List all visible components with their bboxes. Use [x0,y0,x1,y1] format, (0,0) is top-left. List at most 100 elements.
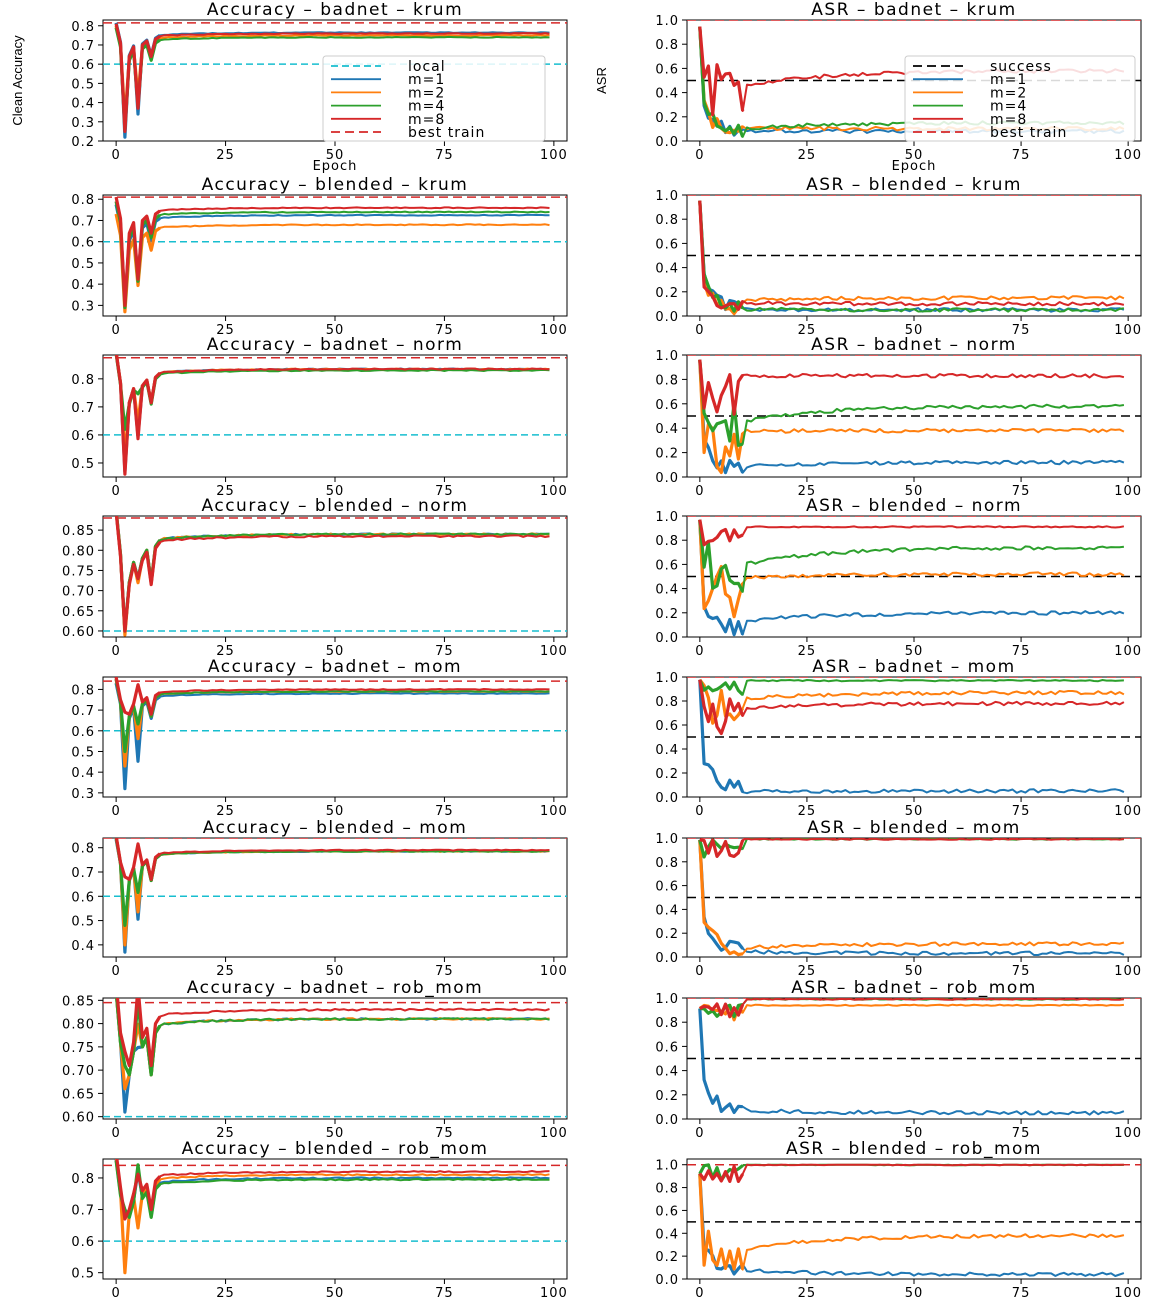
x-tick-label: 25 [216,148,235,163]
series-early-m8 [699,1002,745,1019]
x-tick-label: 75 [1012,148,1031,163]
x-tick-label: 0 [111,1286,120,1300]
y-tick-label: 0.85 [62,994,95,1009]
y-tick-label: 0.8 [655,373,679,388]
series-early-m8 [699,838,745,858]
x-tick-label: 100 [540,484,568,499]
x-tick-label: 0 [111,484,120,499]
series-early-m8 [698,679,745,736]
chart-panel-11: Accuracy – blended – mom 0 25 50 75 100 0.4 0.5… [71,818,568,979]
series-line-m4 [115,355,550,431]
chart-panel-6: ASR – badnet – norm 0 25 50 75 100 0.0 0.2 0.4 0.… [655,335,1142,499]
plot-area [687,1163,1141,1277]
y-tick-label: 0.6 [71,58,95,73]
series-early-m8 [698,519,744,547]
legend-label: m=4 [408,99,445,115]
chart-panel-8: ASR – blended – norm 0 25 50 75 100 0.0 0.2 0.4 0… [655,496,1142,659]
x-tick-label: 100 [1114,323,1142,338]
y-tick-label: 0.8 [655,38,679,53]
x-tick-label: 75 [1012,804,1031,819]
series-early-m8 [114,516,162,633]
plot-area [103,516,567,637]
axes-frame [686,1158,1142,1280]
x-tick-label: 0 [695,644,704,659]
x-tick-label: 50 [905,804,924,819]
y-tick-label: 0.5 [71,257,95,272]
y-tick-label: 0.0 [655,1113,679,1128]
x-tick-label: 25 [216,323,235,338]
plot-area [103,355,567,476]
plot-area [687,516,1141,637]
y-tick-label: 0.8 [655,695,679,710]
y-tick-label: 0.4 [71,97,95,112]
x-tick-label: 75 [1012,323,1031,338]
series-line-m4 [115,1160,550,1219]
chart-panel-16: ASR – blended – rob_mom 0 25 50 75 100 0.0 0.2 0… [655,1139,1142,1300]
y-tick-label: 0.7 [71,401,95,416]
series-early-m2 [698,839,743,957]
y-tick-label: 0.8 [655,1016,679,1031]
x-tick-label: 75 [435,148,454,163]
y-tick-label: 0.65 [62,605,95,620]
y-tick-label: 1.0 [655,832,679,847]
series-early-m4 [698,519,745,593]
chart-title: Accuracy – badnet – mom [208,657,462,677]
x-tick-label: 100 [1114,1126,1142,1141]
y-axis-label: Clean Accuracy [10,35,25,126]
legend-label: m=2 [990,85,1027,101]
y-axis-label: ASR [594,67,609,94]
x-tick-label: 75 [1012,644,1031,659]
x-tick-label: 0 [695,323,704,338]
y-tick-label: 0.4 [655,743,679,758]
series-line-m4 [115,998,550,1076]
x-tick-label: 50 [326,323,345,338]
series-line-m4 [115,516,550,632]
x-tick-label: 100 [540,1126,568,1141]
y-tick-label: 0.6 [71,890,95,905]
series-line-m2 [698,200,1125,315]
series-early-m1 [698,1008,743,1114]
series-early-m4 [698,679,744,696]
chart-panel-3: Accuracy – blended – krum 0 25 50 75 100 0.3 0.… [71,175,568,338]
series-line-m1 [698,519,1125,636]
y-tick-label: 0.2 [655,286,679,301]
series-line-m8 [698,200,1125,311]
series-early-m8 [698,1164,745,1183]
y-tick-label: 0.0 [655,471,679,486]
series-line-m1 [115,1159,550,1217]
legend-label: best train [990,125,1067,141]
plot-area [687,998,1141,1116]
x-tick-label: 0 [695,1126,704,1141]
y-tick-label: 0.60 [62,1111,95,1126]
x-tick-label: 25 [798,148,817,163]
plot-area [103,22,567,139]
x-tick-label: 75 [1012,1126,1031,1141]
y-tick-label: 0.6 [71,1235,95,1250]
series-line-m1 [698,1008,1125,1116]
y-tick-label: 0.8 [71,193,95,208]
series-line-m8 [115,1159,550,1220]
y-tick-label: 0.6 [655,398,679,413]
series-line-m1 [115,516,550,632]
series-line-m2 [115,516,550,636]
y-tick-label: 1.0 [655,992,679,1007]
series-early-m1 [698,359,745,475]
x-tick-label: 50 [905,484,924,499]
y-tick-label: 0.4 [655,1065,679,1080]
x-tick-label: 0 [111,323,120,338]
y-tick-label: 0.4 [655,903,679,918]
y-tick-label: 0.5 [71,77,95,92]
series-line-m1 [698,1173,1125,1277]
x-tick-label: 0 [111,964,120,979]
legend-box [904,55,1136,142]
y-tick-label: 0.8 [71,373,95,388]
y-tick-label: 0.3 [71,299,95,314]
y-tick-label: 0.2 [655,111,679,126]
y-tick-label: 0.8 [655,856,679,871]
legend-label: m=8 [990,112,1027,128]
series-early-m8 [114,677,161,716]
y-tick-label: 0.6 [655,558,679,573]
chart-panel-14: ASR – badnet – rob_mom 0 25 50 75 100 0.0 0.2 0.… [655,978,1142,1141]
x-tick-label: 25 [798,1126,817,1141]
